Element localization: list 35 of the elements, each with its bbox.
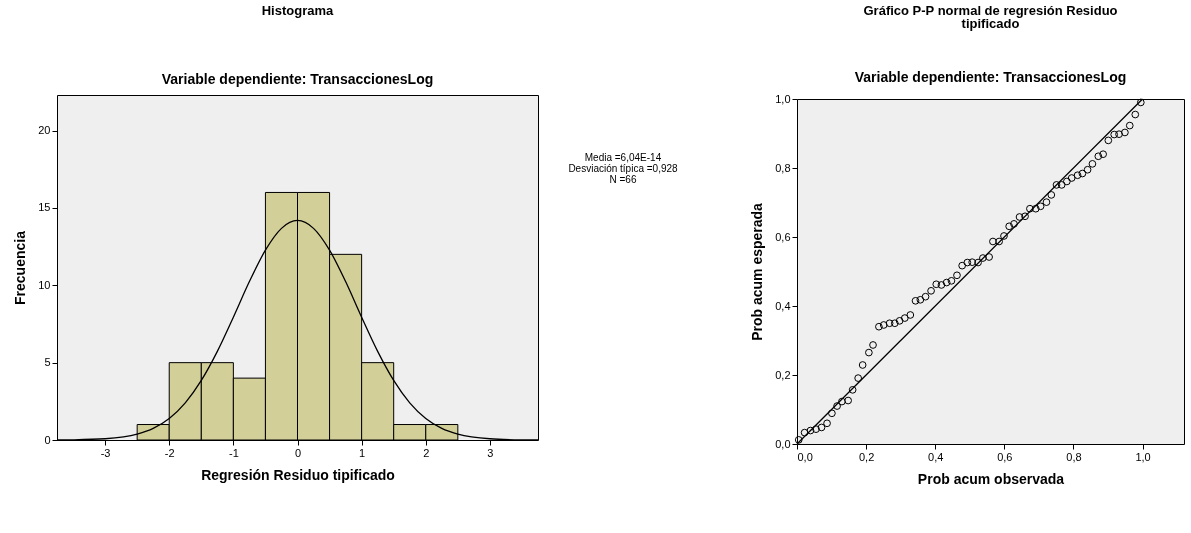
x-axis-title: Regresión Residuo tipificado xyxy=(201,466,395,483)
text: Media =6,04E-14 xyxy=(583,152,663,163)
y-tick-label: 20 xyxy=(38,124,51,137)
y-axis-title: Prob acum esperada xyxy=(749,202,766,341)
x-tick-label: 0,8 xyxy=(1066,450,1082,463)
x-tick-label: 0,6 xyxy=(997,450,1013,463)
y-tick-label: 0,2 xyxy=(775,368,791,381)
x-tick-label: 0 xyxy=(294,446,302,459)
x-tick-label: 1 xyxy=(359,446,366,459)
y-tick-label: 10 xyxy=(38,278,51,291)
y-tick-label: 1,0 xyxy=(775,92,791,105)
x-tick-label: -1 xyxy=(228,446,239,459)
y-tick-label: 0,6 xyxy=(775,230,791,243)
chart-subtitle: Variable dependiente: TransaccionesLog xyxy=(161,71,434,87)
x-tick-label: 2 xyxy=(423,446,430,459)
y-tick-label: 15 xyxy=(38,201,51,214)
y-axis-title: Frecuencia xyxy=(12,230,29,305)
text: N =66 xyxy=(608,174,637,185)
text: Desviación típica =0,928 xyxy=(567,163,679,174)
y-tick-label: 0 xyxy=(44,433,51,446)
x-tick-label: -3 xyxy=(100,446,111,459)
y-tick-label: 0,0 xyxy=(775,437,791,450)
x-tick-label: 0,2 xyxy=(858,450,875,463)
y-tick-label: 0,8 xyxy=(775,161,791,174)
chart-title: Gráfico P-P normal de regresión Residuo tipificado xyxy=(863,3,1118,31)
y-tick-label: 0,4 xyxy=(775,299,791,312)
x-tick-label: 0,0 xyxy=(797,450,813,463)
x-axis-title: Prob acum observada xyxy=(917,470,1065,487)
y-tick-label: 5 xyxy=(44,356,51,369)
chart-subtitle: Variable dependiente: TransaccionesLog xyxy=(854,69,1127,85)
x-tick-label: 1,0 xyxy=(1135,450,1151,463)
x-tick-label: 0,4 xyxy=(928,450,944,463)
x-tick-label: 3 xyxy=(487,446,494,459)
chart-title: Histograma xyxy=(261,3,335,18)
x-tick-label: -2 xyxy=(164,446,175,459)
